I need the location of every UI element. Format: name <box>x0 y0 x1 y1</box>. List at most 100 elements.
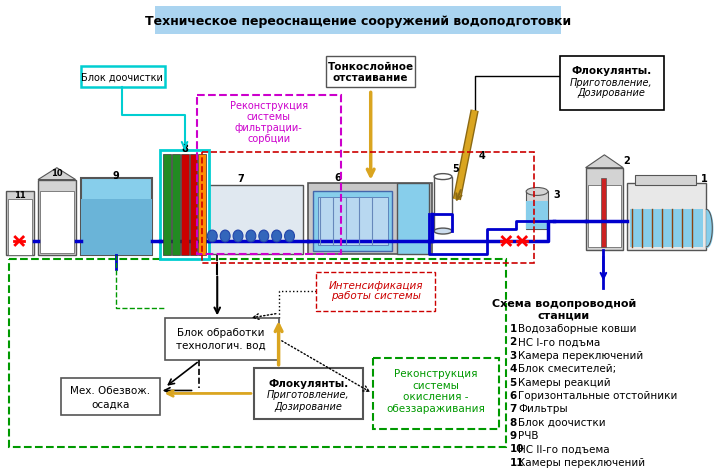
Text: НС I-го подъма: НС I-го подъма <box>518 337 601 347</box>
Bar <box>165 318 278 360</box>
Ellipse shape <box>272 230 282 242</box>
Text: системы: системы <box>412 380 459 390</box>
Text: Камеры реакций: Камеры реакций <box>518 377 611 387</box>
Text: Флокулянты.: Флокулянты. <box>571 66 652 76</box>
Text: Интенсификация: Интенсификация <box>328 280 423 290</box>
Bar <box>198 96 341 254</box>
Text: системы: системы <box>247 112 291 122</box>
Bar <box>155 7 561 35</box>
Text: фильтрации-: фильтрации- <box>235 123 303 133</box>
Text: 2: 2 <box>509 337 516 347</box>
Text: Тонкослойное: Тонкослойное <box>327 61 414 71</box>
Bar <box>317 272 435 312</box>
Text: 1: 1 <box>701 173 708 183</box>
Text: 4: 4 <box>509 364 517 373</box>
Bar <box>204 185 304 254</box>
Bar <box>40 192 74 253</box>
Bar <box>172 155 180 255</box>
Text: окисления -: окисления - <box>403 392 469 402</box>
Text: 3: 3 <box>509 350 516 360</box>
Text: сорбции: сорбции <box>247 134 291 144</box>
Bar <box>627 183 707 250</box>
Polygon shape <box>38 169 76 180</box>
Ellipse shape <box>259 230 269 242</box>
Text: 9: 9 <box>509 430 516 440</box>
Bar <box>601 178 606 248</box>
Bar <box>81 67 165 89</box>
Text: Водозаборные ковши: Водозаборные ковши <box>518 323 637 333</box>
Text: осадка: осадка <box>91 398 130 408</box>
Text: РЧВ: РЧВ <box>518 430 539 440</box>
Text: 10: 10 <box>51 169 63 178</box>
Text: Схема водопроводной: Схема водопроводной <box>492 298 636 309</box>
Bar <box>198 155 206 255</box>
Ellipse shape <box>285 230 294 242</box>
Bar <box>61 378 160 416</box>
Text: Камера переключений: Камера переключений <box>518 350 643 360</box>
Text: Горизонтальные отстойники: Горизонтальные отстойники <box>518 390 678 400</box>
Text: Реконструкция: Реконструкция <box>394 368 478 378</box>
Bar <box>163 155 171 255</box>
Polygon shape <box>585 156 623 169</box>
Ellipse shape <box>434 174 452 180</box>
Ellipse shape <box>208 230 217 242</box>
Bar <box>81 178 152 255</box>
Text: Реконструкция: Реконструкция <box>230 101 308 111</box>
Bar <box>526 192 548 229</box>
Text: Флокулянты.: Флокулянты. <box>268 378 348 388</box>
Ellipse shape <box>233 230 243 242</box>
Bar <box>635 175 696 185</box>
Bar <box>314 192 392 251</box>
Bar <box>160 150 209 259</box>
Text: 2: 2 <box>623 156 630 166</box>
Bar <box>180 155 188 255</box>
Text: 11: 11 <box>509 457 524 467</box>
Ellipse shape <box>246 230 256 242</box>
Bar <box>434 177 452 232</box>
Text: Приготовление,: Приготовление, <box>267 390 350 399</box>
Text: Фильтры: Фильтры <box>518 404 568 414</box>
Bar <box>9 259 506 447</box>
Ellipse shape <box>220 230 230 242</box>
Text: работы системы: работы системы <box>331 291 420 301</box>
Bar <box>585 169 623 250</box>
Bar <box>397 183 429 254</box>
Text: Блок смесителей;: Блок смесителей; <box>518 364 616 373</box>
Text: 1: 1 <box>509 323 516 333</box>
Text: 9: 9 <box>113 170 120 180</box>
Text: 6: 6 <box>509 390 516 400</box>
Bar <box>203 152 534 263</box>
Text: обеззараживания: обеззараживания <box>386 404 485 414</box>
Text: 7: 7 <box>238 173 244 183</box>
Bar <box>318 198 387 246</box>
Text: 5: 5 <box>452 163 459 173</box>
Bar <box>373 358 500 429</box>
Bar <box>588 185 622 248</box>
Text: 6: 6 <box>335 172 342 182</box>
Text: 3: 3 <box>553 190 559 200</box>
Text: 5: 5 <box>509 377 516 387</box>
Text: 7: 7 <box>509 404 517 414</box>
Bar <box>254 368 363 419</box>
Bar <box>9 200 32 255</box>
Text: Мех. Обезвож.: Мех. Обезвож. <box>70 386 151 396</box>
Text: НС II-го подъема: НС II-го подъема <box>518 444 610 454</box>
Ellipse shape <box>526 188 548 196</box>
Bar <box>6 192 34 255</box>
Bar <box>81 200 152 255</box>
Text: 11: 11 <box>14 190 26 199</box>
Text: 4: 4 <box>478 150 485 160</box>
Text: Приготовление,: Приготовление, <box>570 78 653 88</box>
Ellipse shape <box>434 228 452 235</box>
Text: 8: 8 <box>509 417 516 427</box>
Bar <box>38 180 76 255</box>
Bar <box>559 57 664 111</box>
Bar <box>630 210 704 248</box>
Text: Блок доочистки: Блок доочистки <box>81 72 163 82</box>
Text: Техническое переоснащение сооружений водоподготовки: Техническое переоснащение сооружений вод… <box>145 15 571 28</box>
Text: Камеры переключений: Камеры переключений <box>518 457 645 467</box>
Text: Блок обработки: Блок обработки <box>177 327 265 337</box>
Bar <box>326 57 415 89</box>
Bar <box>309 183 432 254</box>
Text: Дозирование: Дозирование <box>275 401 342 411</box>
